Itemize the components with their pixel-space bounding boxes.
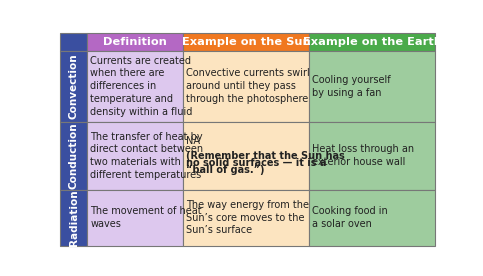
- Text: no solid surfaces — it is a: no solid surfaces — it is a: [186, 158, 326, 168]
- Text: Conduction: Conduction: [69, 123, 79, 189]
- Text: The movement of heat
waves: The movement of heat waves: [90, 206, 202, 229]
- Text: Currents are created
when there are
differences in
temperature and
density withi: Currents are created when there are diff…: [90, 55, 193, 117]
- Bar: [60, 122, 87, 190]
- Bar: [183, 33, 309, 51]
- Text: Cooling yourself
by using a fan: Cooling yourself by using a fan: [313, 75, 391, 97]
- Text: (Remember that the Sun has: (Remember that the Sun has: [186, 151, 344, 161]
- Text: Definition: Definition: [103, 37, 167, 47]
- Text: “ball of gas.”): “ball of gas.”): [186, 165, 264, 175]
- Text: The way energy from the
Sun’s core moves to the
Sun’s surface: The way energy from the Sun’s core moves…: [186, 200, 309, 235]
- Bar: [87, 51, 183, 122]
- Text: The transfer of heat by
direct contact between
two materials with
different temp: The transfer of heat by direct contact b…: [90, 132, 203, 180]
- Bar: [309, 51, 435, 122]
- Bar: [183, 51, 309, 122]
- Bar: [183, 122, 309, 190]
- Text: Convection: Convection: [69, 53, 79, 119]
- Text: Convective currents swirl
around until they pass
through the photosphere: Convective currents swirl around until t…: [186, 68, 310, 104]
- Bar: [183, 190, 309, 246]
- Text: Radiation: Radiation: [69, 189, 79, 246]
- Bar: [309, 33, 435, 51]
- Bar: [87, 33, 183, 51]
- Bar: [60, 33, 87, 51]
- Bar: [309, 122, 435, 190]
- Bar: [87, 122, 183, 190]
- Text: Example on the Earth: Example on the Earth: [302, 37, 441, 47]
- Text: Example on the Sun: Example on the Sun: [182, 37, 311, 47]
- Text: Heat loss through an
exterior house wall: Heat loss through an exterior house wall: [313, 144, 414, 167]
- Text: NA: NA: [186, 136, 200, 146]
- Bar: [60, 51, 87, 122]
- Text: Cooking food in
a solar oven: Cooking food in a solar oven: [313, 206, 388, 229]
- Bar: [60, 190, 87, 246]
- Bar: [309, 190, 435, 246]
- Bar: [87, 190, 183, 246]
